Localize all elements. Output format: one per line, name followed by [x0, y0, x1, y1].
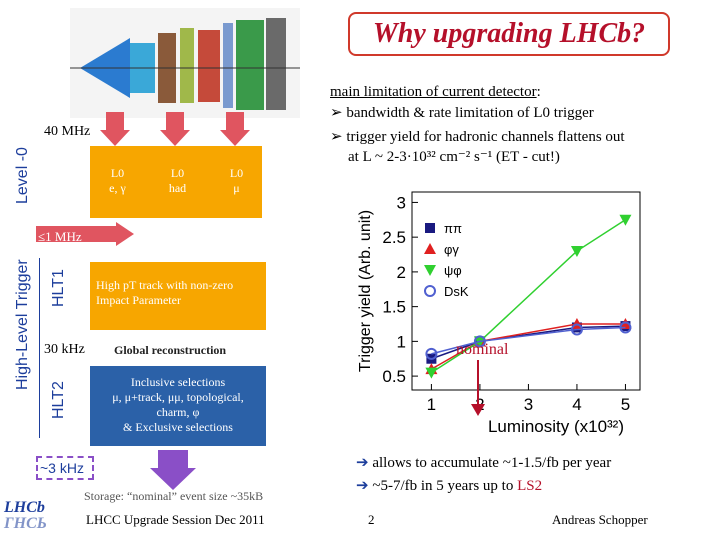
y-tick-label: 3: [397, 193, 406, 212]
l0-box-frame: [90, 146, 262, 218]
y-tick-label: 0.5: [382, 367, 406, 386]
page-title: Why upgrading LHCb?: [372, 18, 646, 49]
data-point: [425, 347, 438, 360]
x-tick-label: 4: [572, 395, 581, 414]
bullet-2: ➢ trigger yield for hadronic channels fl…: [330, 127, 710, 167]
hlt-divider: [39, 258, 40, 438]
hlt-trigger-label: High-Level Trigger: [14, 259, 31, 391]
lhcb-logo-text: LHCb: [4, 499, 45, 516]
y-tick-label: 1.5: [382, 298, 406, 317]
arrow-l0-egamma: [100, 112, 130, 146]
data-point: [425, 367, 438, 379]
hlt2-label: HLT2: [50, 381, 67, 420]
red-arrows: [100, 112, 250, 146]
series-line-0: [431, 325, 626, 360]
legend-marker: [425, 223, 435, 233]
x-tick-label: 1: [427, 395, 436, 414]
limitation-heading: main limitation of current detector:: [330, 82, 541, 102]
lhcb-logo: LHCb ГНСЬ: [4, 500, 48, 538]
hlt2-line4: & Exclusive selections: [123, 420, 233, 434]
session-footer: LHCC Upgrade Session Dec 2011: [86, 512, 265, 527]
arrow-l0-mu: [220, 112, 250, 146]
bullet-2-line1: trigger yield for hadronic channels flat…: [346, 129, 625, 145]
lhcb-detector-image: [70, 8, 300, 118]
l0-had-box: L0 had: [155, 166, 200, 196]
hlt1-box: [90, 262, 266, 330]
arrow-right-icon: ➔: [356, 455, 373, 471]
bullet-2-line2: at L ~ 2-3·10³² cm⁻² s⁻¹ (ET - cut!): [348, 149, 560, 165]
legend-label: φγ: [444, 242, 459, 257]
arrow-right-icon: ➔: [356, 478, 373, 494]
l0-mu-box: L0 μ: [214, 166, 259, 196]
data-point: [473, 335, 486, 348]
conclusion-2-text: ~5-7/fb in 5 years up to: [372, 478, 518, 494]
arrow-l0-had: [160, 112, 190, 146]
legend-label: ππ: [444, 221, 462, 236]
l0-egamma-line2: e, γ: [109, 181, 126, 195]
x-axis-label: Luminosity (x10³²): [488, 417, 624, 436]
legend-label: ψφ: [444, 263, 462, 278]
data-point: [570, 323, 583, 336]
nominal-label: nominal: [456, 341, 509, 358]
data-point: [570, 246, 583, 258]
l0-egamma-box: L0 e, γ: [95, 166, 140, 196]
hlt2-line2: μ, μ+track, μμ, topological,: [112, 390, 244, 404]
arrow-1mhz: [36, 222, 134, 246]
rate-40mhz: 40 MHz: [44, 124, 91, 139]
rate-30khz: 30 kHz: [44, 342, 85, 357]
trigger-yield-chart: 0.511.522.5312345Trigger yield (Arb. uni…: [357, 191, 641, 436]
conclusion-1: ➔ allows to accumulate ~1-1.5/fb per yea…: [356, 453, 611, 473]
l0-had-line1: L0: [170, 166, 185, 180]
y-tick-label: 1: [397, 332, 406, 351]
l0-mu-line1: L0: [229, 166, 244, 180]
conclusion-2: ➔ ~5-7/fb in 5 years up to LS2: [356, 476, 542, 496]
conclusion-2-ls2: LS2: [517, 478, 543, 494]
l0-egamma-line1: L0: [110, 166, 125, 180]
data-point: [619, 214, 632, 226]
storage-arrow: [150, 450, 196, 490]
bullet-1: ➢ bandwidth & rate limitation of L0 trig…: [330, 103, 594, 123]
level0-label: Level -0: [14, 147, 31, 204]
data-point: [619, 318, 632, 329]
l0-had-line2: had: [168, 181, 187, 195]
hlt2-box: [90, 366, 266, 446]
legend-marker: [424, 243, 436, 254]
author: Andreas Schopper: [552, 512, 648, 527]
rate-3khz: ~3 kHz: [40, 460, 84, 476]
lhcb-logo-mirror: ГНСЬ: [4, 515, 47, 532]
conclusion-1-text: allows to accumulate ~1-1.5/fb per year: [372, 455, 612, 471]
legend-marker: [424, 265, 436, 276]
legend-marker: [424, 285, 436, 297]
l0-mu-line2: μ: [233, 181, 240, 195]
y-axis-label: Trigger yield (Arb. unit): [357, 210, 374, 372]
y-tick-label: 2: [397, 263, 406, 282]
nominal-arrow: [471, 360, 485, 416]
rate-3khz-box: [36, 456, 94, 480]
arrow-bullet-icon: ➢: [330, 129, 347, 145]
series-line-1: [431, 323, 626, 370]
hlt1-label: HLT1: [50, 269, 67, 307]
legend-label: DsK: [444, 284, 469, 299]
limitation-heading-colon: :: [536, 84, 541, 100]
limitation-heading-text: main limitation of current detector: [330, 84, 537, 100]
series-line-3: [431, 326, 626, 355]
plot-frame: [411, 191, 641, 391]
bullet-1-text: bandwidth & rate limitation of L0 trigge…: [346, 105, 594, 121]
global-reconstruction: Global reconstruction: [114, 343, 227, 357]
series-line-2: [430, 219, 626, 374]
x-tick-label: 5: [621, 395, 630, 414]
title-frame: [348, 12, 670, 56]
hlt2-line3: charm, φ: [156, 405, 200, 419]
hlt2-text: Inclusive selections μ, μ+track, μμ, top…: [92, 375, 264, 435]
hlt2-line1: Inclusive selections: [130, 375, 226, 389]
x-tick-label: 3: [524, 395, 533, 414]
arrow-bullet-icon: ➢: [330, 105, 347, 121]
page-number: 2: [368, 512, 375, 527]
storage-text: Storage: “nominal” event size ~35kB: [84, 489, 264, 503]
y-tick-label: 2.5: [382, 228, 406, 247]
hlt1-text: High pT track with non-zero Impact Param…: [96, 278, 234, 307]
data-point: [619, 321, 632, 334]
rate-1mhz: ≤1 MHz: [38, 229, 82, 244]
